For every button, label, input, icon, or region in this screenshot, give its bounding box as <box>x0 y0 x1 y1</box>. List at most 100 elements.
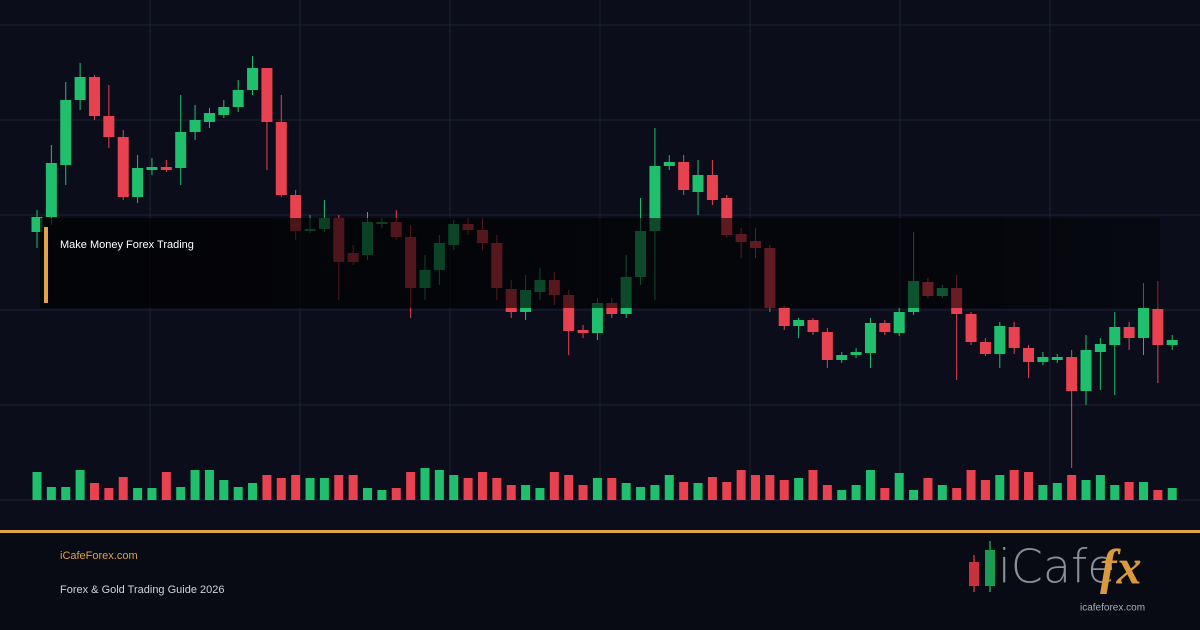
volume-bar <box>521 485 531 500</box>
volume-bar <box>291 475 301 500</box>
candle-body <box>275 122 287 195</box>
candle-body <box>850 352 862 355</box>
candle-body <box>836 355 848 360</box>
volume-bar <box>104 488 114 500</box>
volume-bar <box>61 487 71 500</box>
candle-body <box>893 312 905 333</box>
candle-body <box>146 167 158 170</box>
volume-bar <box>851 485 861 500</box>
volume-bar <box>923 478 933 500</box>
volume-bar <box>190 470 200 500</box>
logo: iCafe fx icafeforex.com <box>969 538 1145 614</box>
candle-body <box>1037 357 1049 362</box>
volume-bar <box>477 472 487 500</box>
overlay-accent <box>44 227 48 303</box>
volume-bar <box>319 478 329 500</box>
candle-body <box>45 163 57 217</box>
candle-body <box>663 162 675 166</box>
volume-bar <box>995 475 1005 500</box>
volume-bar <box>693 483 703 500</box>
candle-body <box>218 107 230 115</box>
volume-bar <box>894 473 904 500</box>
volume-bar <box>722 482 732 500</box>
volume-bar <box>377 490 387 500</box>
volume-bar <box>262 475 272 500</box>
volume-bar <box>736 470 746 500</box>
volume-bar <box>506 485 516 500</box>
candle-body <box>175 132 187 168</box>
candle-body <box>591 303 603 333</box>
volume-bar <box>1124 482 1134 500</box>
candle-body <box>160 167 172 170</box>
candle-body <box>31 217 43 232</box>
volume-bar <box>1009 470 1019 500</box>
candle-body <box>793 320 805 326</box>
candle-body <box>1080 350 1092 391</box>
candle-body <box>979 342 991 354</box>
logo-text: iCafe <box>998 540 1116 594</box>
volume-bar <box>248 483 258 500</box>
candle-body <box>721 198 733 235</box>
volume-bar <box>1052 483 1062 500</box>
candle-body <box>1023 348 1035 362</box>
candle-body <box>74 77 86 100</box>
volume-bar <box>679 482 689 500</box>
candle-body <box>1152 309 1164 345</box>
candle-body <box>965 314 977 342</box>
volume-bar <box>1110 485 1120 500</box>
volume-bar <box>305 478 315 500</box>
volume-bar <box>348 475 358 500</box>
volume-bar <box>966 470 976 500</box>
footer <box>0 533 1200 630</box>
candle-body <box>577 330 589 333</box>
volume-bar <box>1138 482 1148 500</box>
candle-body <box>203 113 215 122</box>
candle-body <box>117 137 129 197</box>
logo-icon-green <box>985 550 995 586</box>
candle-body <box>1109 327 1121 345</box>
candle-body <box>778 308 790 326</box>
volume-bar <box>233 487 243 500</box>
candle-body <box>88 77 100 116</box>
volume-bar <box>779 480 789 500</box>
volume-bar <box>535 488 545 500</box>
candle-body <box>103 116 115 137</box>
volume-bar <box>334 475 344 500</box>
volume-bar <box>1095 475 1105 500</box>
candle-body <box>563 295 575 331</box>
candle-body <box>132 168 144 197</box>
volume-bar <box>1081 480 1091 500</box>
volume-bar <box>363 488 373 500</box>
volume-bar <box>650 485 660 500</box>
volume-bar <box>664 475 674 500</box>
volume-bar <box>621 483 631 500</box>
volume-bar <box>75 470 85 500</box>
volume-bar <box>564 475 574 500</box>
candle-body <box>678 162 690 190</box>
logo-accent: fx <box>1100 538 1142 594</box>
candle-body <box>706 175 718 200</box>
volume-bar <box>204 470 214 500</box>
volume-bar <box>32 472 42 500</box>
volume-bar <box>952 488 962 500</box>
volume-bar <box>449 475 459 500</box>
volume-bar <box>391 488 401 500</box>
volume-bar <box>765 475 775 500</box>
volume-bar <box>909 490 919 500</box>
volume-bar <box>276 478 286 500</box>
candle-body <box>879 323 891 332</box>
volume-bar <box>794 478 804 500</box>
volume-bar <box>880 488 890 500</box>
volume-bar <box>549 472 559 500</box>
overlay-title: Make Money Forex Trading <box>60 239 194 251</box>
volume-bar <box>492 478 502 500</box>
candle-body <box>290 195 302 231</box>
volume-bar <box>751 475 760 500</box>
volume-bar <box>1067 475 1077 500</box>
volume-bar <box>463 478 473 500</box>
candle-body <box>1051 357 1063 360</box>
volume-bar <box>219 480 229 500</box>
volume-bar <box>636 487 646 500</box>
volume-bar <box>118 477 128 500</box>
